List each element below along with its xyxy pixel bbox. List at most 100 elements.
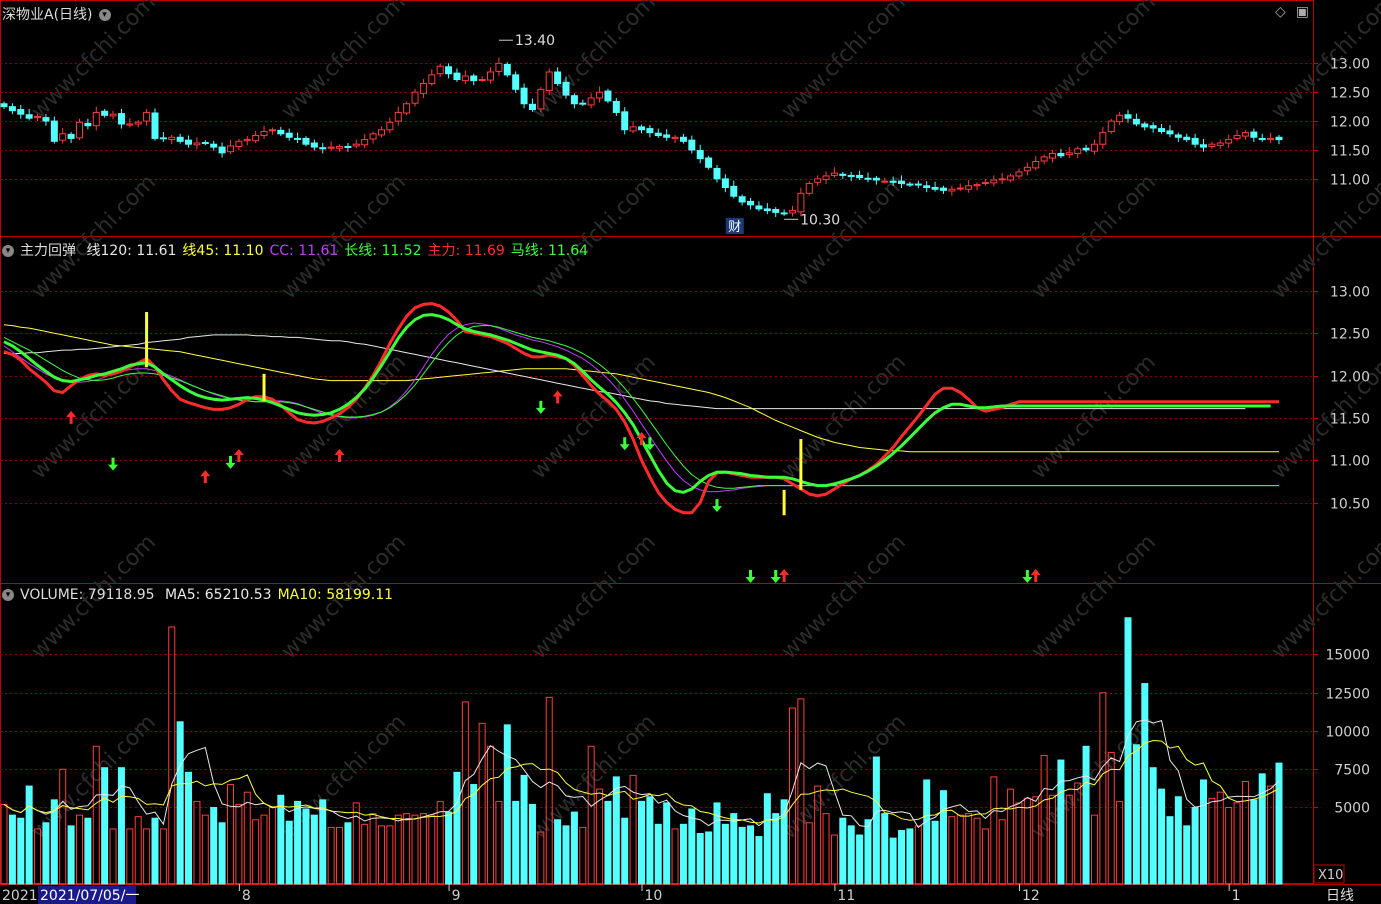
indicator-axis-tick-label: 11.00 [1330, 454, 1370, 470]
candle-body [830, 172, 838, 176]
candle-body [260, 130, 268, 137]
volume-bar [788, 707, 796, 885]
volume-unit-label: X10 [1318, 868, 1343, 883]
candle-body [428, 74, 436, 85]
chevron-down-icon[interactable]: ▾ [2, 245, 14, 257]
price-axis-tick-label: 12.50 [1330, 86, 1370, 102]
candle-body [277, 129, 285, 135]
watermark-text: www.cfchi.com [777, 350, 911, 484]
volume-bar [25, 785, 33, 885]
candle-body [185, 139, 193, 145]
candle-body [1149, 125, 1157, 129]
indicator-legend: 线120: 11.61 线45: 11.10 CC: 11.61 长线: 11.52 主… [86, 243, 594, 259]
volume-bar [931, 820, 939, 885]
candle-body [394, 111, 402, 122]
candle-body [780, 212, 788, 215]
x-axis-label: 8 [242, 888, 251, 904]
candle-body [1007, 175, 1015, 181]
x-axis-label: 2021/07/05/一 [40, 888, 139, 904]
volume-bar [721, 823, 729, 885]
volume-bar [42, 822, 50, 885]
candle-body [126, 123, 134, 126]
diamond-icon[interactable]: ◇ [1274, 4, 1286, 20]
volume-bar [1049, 794, 1057, 885]
volume-axis-tick-label: 7500 [1334, 763, 1370, 779]
volume-bar [461, 701, 469, 885]
volume-bar [554, 819, 562, 885]
candle-body [914, 183, 922, 186]
candle-body [646, 128, 654, 134]
candle-body [101, 110, 109, 116]
candle-body [654, 132, 662, 137]
candle-body [268, 129, 276, 132]
volume-bar [310, 814, 318, 885]
volume-bar [755, 836, 763, 885]
candle-body [386, 121, 394, 131]
price-axis-tick-label: 13.00 [1330, 57, 1370, 73]
volume-bar [0, 803, 8, 885]
volume-bar [134, 816, 142, 885]
candle-body [763, 208, 771, 212]
candle-body [1141, 123, 1149, 128]
candle-body [788, 210, 796, 214]
volume-bar [654, 823, 662, 885]
volume-bar [17, 817, 25, 885]
volume-legend: MA5: 65210.53 MA10: 58199.11 [165, 587, 399, 603]
candle-body [638, 126, 645, 131]
watermark-text: www.cfchi.com [527, 0, 661, 124]
volume-bar [973, 817, 981, 885]
volume-bar [92, 745, 100, 885]
watermark-text: www.cfchi.com [777, 0, 911, 124]
volume-bar [117, 767, 125, 885]
candle-body [218, 146, 226, 154]
volume-bar [344, 822, 352, 885]
x-axis-label: 10 [645, 888, 663, 904]
arrow-down-icon [644, 437, 655, 451]
watermark-text: www.cfchi.com [527, 530, 661, 664]
candle-body [294, 137, 302, 140]
volume-bar [948, 816, 956, 885]
candle-body [721, 178, 729, 189]
volume-bar [881, 813, 889, 885]
volume-bar [696, 833, 704, 885]
candle-body [1233, 135, 1241, 139]
indicator-axis-tick-label: 12.00 [1330, 370, 1370, 386]
volume-bar [1074, 782, 1082, 885]
candle-body [705, 157, 713, 168]
date-cursor-box [38, 886, 136, 904]
volume-bar [738, 826, 746, 885]
arrow-down-icon [711, 499, 722, 513]
candle-body [1267, 137, 1275, 141]
candle-body [1208, 143, 1216, 148]
series-马线 [3, 313, 1271, 494]
volume-bar [394, 814, 402, 885]
candle-body [847, 174, 855, 178]
window-restore-icon[interactable]: ▣ [1295, 4, 1309, 20]
volume-bar [126, 828, 134, 885]
finance-badge-label: 财 [728, 220, 741, 235]
indicator-axis-tick-label: 12.50 [1330, 327, 1370, 343]
chevron-down-icon[interactable]: ▾ [2, 589, 14, 601]
volume-bar [327, 826, 335, 885]
volume-bar [470, 784, 478, 885]
volume-bar [403, 813, 411, 885]
chevron-down-icon[interactable]: ▾ [98, 9, 111, 21]
candle-body [117, 113, 125, 125]
candle-body [302, 137, 310, 145]
arrow-up-icon [636, 432, 647, 446]
candle-body [134, 121, 142, 125]
ma10-line [3, 739, 1280, 824]
finance-badge [725, 218, 744, 234]
volume-value: VOLUME: 79118.95 [20, 587, 155, 603]
indicator-name: 主力回弹 [20, 243, 76, 259]
candle-body [503, 63, 511, 76]
volume-bar [537, 831, 545, 885]
period-tab[interactable]: 日线 [1326, 888, 1354, 904]
candle-body [889, 180, 897, 183]
candle-body [1023, 166, 1031, 172]
volume-bar [923, 779, 931, 885]
volume-bar [822, 813, 830, 885]
candle-body [201, 141, 209, 144]
candle-body [17, 109, 25, 115]
